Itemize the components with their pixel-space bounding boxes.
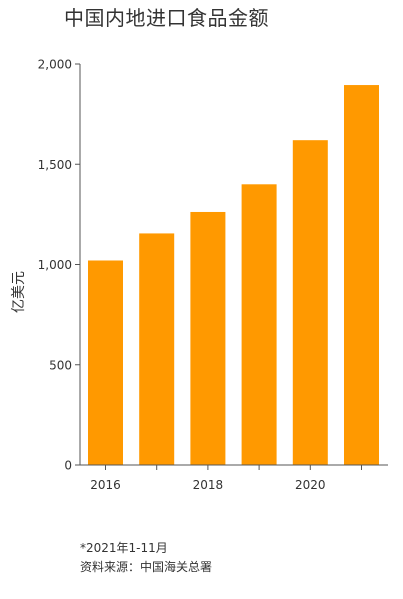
- x-axis: 2016 2018 2020: [80, 464, 388, 492]
- bar-2020: [292, 140, 328, 465]
- source-note: 资料来源：中国海关总署: [80, 560, 213, 574]
- footnote: *2021年1-11月: [80, 541, 168, 555]
- y-tick-label: 2,000: [38, 58, 72, 72]
- chart-title: 中国内地进口食品金额: [64, 6, 269, 30]
- y-tick-label: 1,500: [38, 158, 72, 172]
- bar-2021: [344, 85, 379, 466]
- bar-2019: [241, 184, 277, 466]
- bar-2016: [88, 260, 123, 465]
- x-tick-label: 2016: [90, 478, 121, 492]
- y-axis: 0 500 1,000 1,500 2,000: [38, 58, 81, 473]
- y-tick-label: 500: [49, 358, 72, 372]
- x-tick-label: 2018: [193, 478, 224, 492]
- y-tick-label: 0: [64, 459, 72, 473]
- chart-notes: *2021年1-11月 资料来源：中国海关总署: [80, 539, 212, 577]
- bar-2018: [190, 211, 226, 465]
- y-axis-label: 亿美元: [11, 271, 27, 313]
- x-tick-label: 2020: [295, 478, 326, 492]
- bar-2017: [139, 233, 175, 465]
- y-tick-label: 1,000: [38, 258, 72, 272]
- bars-group: [88, 85, 379, 466]
